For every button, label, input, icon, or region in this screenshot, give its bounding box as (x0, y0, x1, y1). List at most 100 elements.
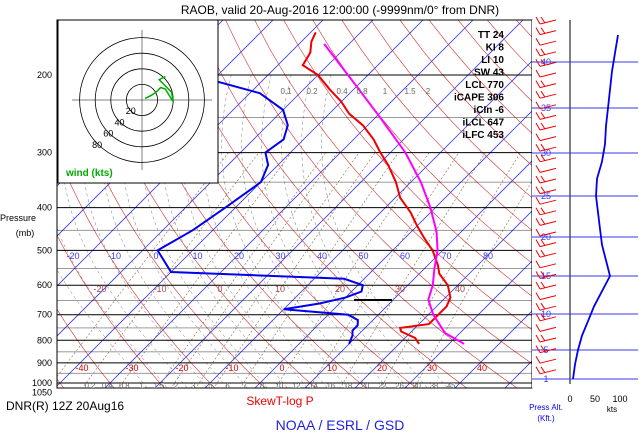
mixing-ratio-line-0.4 (118, 152, 292, 388)
temp-label-upper-8: 60 (400, 251, 410, 261)
mixing-label-upper-0: 0.1 (280, 87, 292, 96)
mixing-ratio-line-5 (275, 152, 430, 388)
wind-barb-22 (535, 249, 557, 258)
wind-barb-flag2-24 (540, 271, 546, 278)
mixing-label-lower-9: 7 (243, 381, 247, 390)
hodograph-trace (144, 75, 174, 103)
wind-barb-flag-4 (535, 59, 541, 67)
wind-barb-flag-20 (535, 228, 541, 237)
wind-barb-staff-15 (539, 178, 557, 184)
wind-barb-flag2-22 (540, 249, 546, 257)
wind-barb-flag-23 (535, 260, 541, 269)
wind-barb-flag-2 (535, 37, 541, 46)
temp-label-bottom-2: -20 (175, 363, 188, 373)
sounding-series-2 (323, 43, 465, 345)
wind-barb-flag-27 (535, 302, 541, 311)
wind-barb-flag-25 (535, 281, 541, 290)
mixing-label-lower-18: 26 (395, 381, 403, 390)
wind-barb-7 (535, 90, 557, 99)
temp-label-upper-10: 80 (483, 251, 493, 261)
wind-barb-staff-20 (539, 231, 557, 237)
mixing-ratio-line-12 (339, 152, 486, 388)
wind-barb-flag2-6 (540, 80, 546, 87)
moist-adiabat--16 (57, 227, 168, 388)
mixing-label-lower-4: 1.5 (154, 381, 164, 390)
mixing-ratio-line-2 (213, 152, 376, 388)
sounding-traces (156, 31, 465, 345)
wind-barb-flag-10 (535, 122, 541, 131)
temp-label-upper-4: 20 (234, 251, 244, 261)
altitude-lines: 40 35 30 25 20 15 10 5 1 (532, 57, 638, 384)
wind-barb-staff-28 (539, 316, 557, 322)
mixing-ratio-line-0.2 (82, 152, 260, 388)
temp-label-lower-4: 20 (335, 284, 345, 294)
pressure-tick-600: 600 (37, 280, 52, 290)
wind-barb-staff-19 (539, 220, 557, 226)
wind-barb-flag-26 (535, 292, 541, 300)
wind-barb-flag2-10 (540, 122, 546, 130)
wind-barb-flag-30 (535, 334, 541, 343)
pressure-tick-900: 900 (37, 358, 52, 368)
wind-speed-tick-50: 50 (590, 394, 600, 404)
temp-label-bottom-3: -10 (225, 363, 238, 373)
hodograph-label: wind (kts) (65, 168, 113, 179)
wind-barb-flag-8 (535, 101, 541, 110)
wind-barb-18 (535, 207, 557, 216)
wind-speed-tick-100: 100 (612, 394, 627, 404)
wind-barb-staff-11 (539, 136, 557, 142)
temp-label-bottom-0: -40 (75, 363, 88, 373)
isotherm--60 (57, 20, 324, 287)
wind-barb-staff-22 (539, 252, 557, 258)
wind-barb-staff-9 (539, 114, 557, 120)
mixing-label-lower-14: 16 (327, 381, 335, 390)
altitude-label-40: 40 (541, 57, 551, 67)
wind-barb-staff-2 (539, 40, 557, 46)
wind-barb-flag-33 (535, 366, 541, 375)
wind-barb-3 (535, 48, 557, 57)
index-li: LI 10 (481, 55, 504, 66)
pressure-axis-title: Pressure (0, 213, 36, 223)
wind-barb-flag-16 (535, 186, 541, 194)
wind-barb-flag-12 (535, 143, 541, 152)
wind-barb-flag-15 (535, 175, 541, 184)
mixing-label-lower-0: 0.2 (85, 381, 95, 390)
wind-barb-23 (535, 260, 557, 269)
mixing-label-lower-5: 2 (174, 381, 178, 390)
wind-barb-24 (535, 271, 557, 279)
wind-barb-20 (535, 228, 557, 237)
temp-label-bottom-8: 40 (477, 363, 487, 373)
index-sw: SW 43 (474, 68, 504, 79)
wind-barb-flag-31 (535, 345, 541, 353)
mixing-label-lower-7: 5 (208, 381, 212, 390)
pressure-tick-1050: 1050 (32, 387, 52, 397)
wind-barb-17 (535, 196, 557, 205)
wind-speed-tick-0: 0 (567, 394, 572, 404)
wind-barb-flag2-3 (540, 48, 546, 56)
index-ilfc: iLFC 453 (462, 130, 504, 141)
wind-barb-15 (535, 175, 557, 184)
temp-label-upper-7: 50 (358, 251, 368, 261)
index-ki: KI 8 (486, 43, 505, 54)
wind-barb-8 (535, 101, 557, 110)
altitude-label-30: 30 (541, 148, 551, 158)
wind-barb-staff-21 (539, 242, 557, 248)
credit-label: NOAA / ESRL / GSD (276, 417, 405, 433)
index-ilcl: iLCL 647 (463, 118, 505, 129)
altitude-label-10: 10 (541, 309, 551, 319)
wind-barb-flag2-16 (540, 186, 546, 193)
wind-barb-flag2-4 (540, 59, 546, 66)
wind-barb-flag2-27 (540, 302, 546, 310)
wind-barb-staff-3 (539, 51, 557, 57)
wind-barb-staff-1 (539, 30, 557, 36)
altitude-label-5: 5 (543, 345, 548, 355)
moist-adiabat-36 (301, 74, 428, 388)
wind-barb-29 (535, 324, 557, 332)
wind-barb-19 (535, 218, 557, 226)
mixing-label-lower-2: 0.8 (119, 381, 129, 390)
wind-barb-flag-14 (535, 165, 541, 173)
sounding-series-1 (156, 32, 364, 345)
wind-barb-6 (535, 80, 557, 89)
mixing-ratio-line-1 (170, 152, 338, 388)
